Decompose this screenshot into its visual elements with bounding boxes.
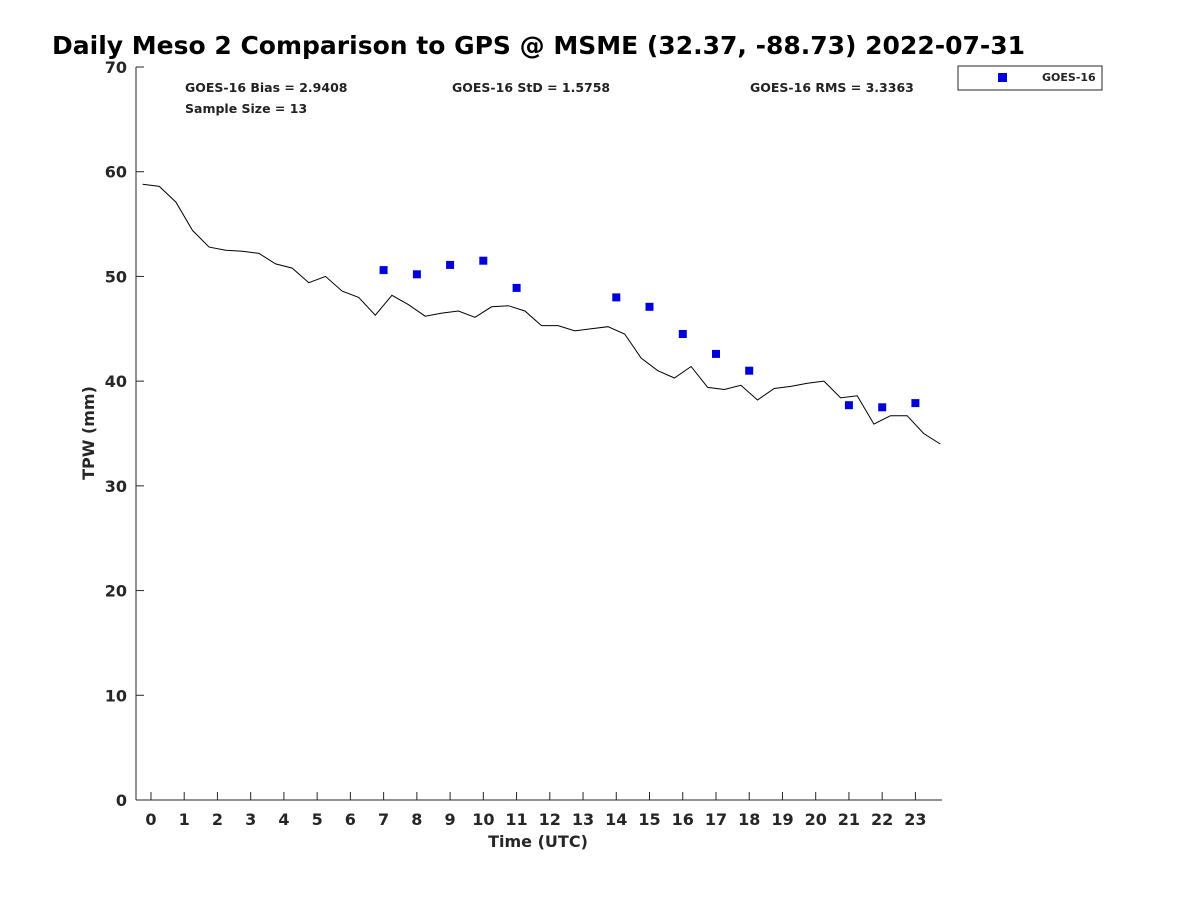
goes16-point [844,401,853,410]
x-tick-label: 18 [738,810,760,829]
legend-box [957,65,1103,91]
x-axis-label: Time (UTC) [488,832,588,851]
y-tick-label: 60 [105,163,127,182]
gps-series-line [142,183,941,445]
x-tick-label: 13 [572,810,594,829]
x-tick-label: 12 [539,810,561,829]
goes16-point [745,366,754,375]
goes16-point [446,260,455,269]
x-tick-label: 3 [245,810,256,829]
y-tick-label: 20 [105,582,127,601]
goes16-point [612,293,621,302]
goes16-point [678,330,687,338]
chart-title: Daily Meso 2 Comparison to GPS @ MSME (3… [52,31,1025,60]
sample-size-stat: Sample Size = 13 [185,101,307,116]
x-tick-label: 6 [345,810,356,829]
x-tick-label: 20 [805,810,827,829]
x-tick-label: 22 [871,810,893,829]
x-tick-label: 16 [672,810,694,829]
x-tick-label: 8 [411,810,422,829]
goes16-point [412,270,421,279]
goes16-point [379,266,388,275]
x-tick-label: 14 [605,810,627,829]
x-tick-label: 5 [312,810,323,829]
stats-block: GOES-16 Bias = 2.9408 GOES-16 StD = 1.57… [185,80,914,116]
x-tick-label: 9 [445,810,456,829]
y-tick-label: 10 [105,686,127,705]
x-tick-label: 4 [278,810,289,829]
x-tick-label: 11 [505,810,527,829]
x-tick-label: 21 [838,810,860,829]
goes16-point [712,349,720,358]
y-axis-label: TPW (mm) [79,386,98,480]
x-tick-label: 17 [705,810,727,829]
rms-stat: GOES-16 RMS = 3.3363 [750,80,914,95]
x-tick-label: 23 [904,810,926,829]
legend-label-goes16: GOES-16 [1042,71,1096,84]
goes16-point [878,403,887,412]
y-tick-label: 0 [116,791,127,810]
x-tick-label: 19 [771,810,793,829]
x-tick-label: 7 [378,810,389,829]
y-ticks: 0 10 20 30 40 50 60 70 [105,58,144,810]
goes16-point [911,399,920,408]
std-stat: GOES-16 StD = 1.5758 [452,80,610,95]
legend: GOES-16 [957,65,1103,91]
x-tick-label: 15 [638,810,660,829]
x-tick-label: 0 [145,810,156,829]
x-ticks: 0 1 2 3 4 5 6 7 8 9 10 11 12 13 14 15 16 17 18 19 20 21 22 23 [145,792,927,829]
bias-stat: GOES-16 Bias = 2.9408 [185,80,347,95]
x-tick-label: 10 [472,810,494,829]
y-tick-label: 30 [105,477,127,496]
goes16-point [645,302,654,311]
y-tick-label: 40 [105,372,127,391]
legend-marker-goes16 [998,73,1007,82]
x-tick-label: 1 [179,810,190,829]
y-tick-label: 50 [105,267,127,286]
goes16-point [479,256,488,265]
goes16-point [512,283,521,292]
y-tick-label: 70 [105,58,127,77]
series-layer [142,183,941,445]
x-tick-label: 2 [212,810,223,829]
